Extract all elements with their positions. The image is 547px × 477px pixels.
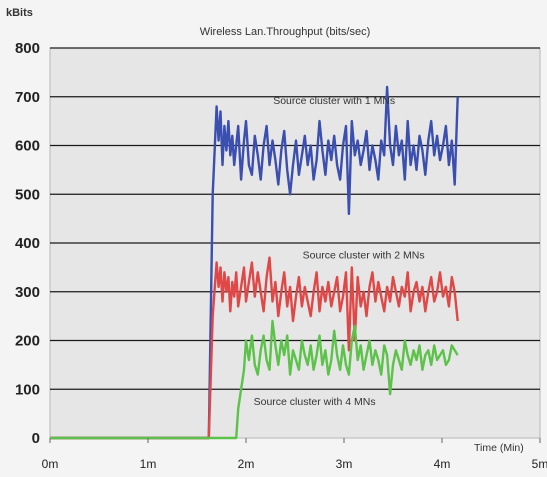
series-label: Source cluster with 1 MNs xyxy=(273,95,395,107)
series-label: Source cluster with 2 MNs xyxy=(303,250,425,262)
y-axis-label: kBits xyxy=(6,7,33,19)
series-labels: Source cluster with 1 MNs Source cluster … xyxy=(254,95,425,408)
y-tick-label: 800 xyxy=(15,40,40,57)
series-layer xyxy=(50,85,459,440)
series-line-2 xyxy=(50,256,459,440)
x-tick-label: 3m xyxy=(336,457,353,471)
series-label: Source cluster with 4 MNs xyxy=(254,396,376,408)
x-tick-label: 2m xyxy=(238,457,255,471)
y-tick-label: 500 xyxy=(15,186,40,203)
y-tick-label: 600 xyxy=(15,138,40,155)
chart-title: Wireless Lan.Throughput (bits/sec) xyxy=(200,26,371,38)
y-tick-label: 400 xyxy=(15,235,40,252)
y-tick-label: 300 xyxy=(15,284,40,301)
series-line-1 xyxy=(50,85,459,440)
y-tick-label: 700 xyxy=(15,89,40,106)
x-tick-label: 1m xyxy=(140,457,157,471)
x-tick-label: 4m xyxy=(434,457,451,471)
y-axis-ticks: 0 100 200 300 400 500 600 700 800 xyxy=(15,40,40,447)
x-tick-label: 5m xyxy=(532,457,547,471)
x-axis-ticks: 0m 1m 2m 3m 4m 5m xyxy=(42,438,547,471)
x-axis-label: Time (Min) xyxy=(474,442,524,454)
y-tick-label: 100 xyxy=(15,381,40,398)
series-line-3 xyxy=(50,319,459,440)
y-tick-label: 0 xyxy=(32,430,40,447)
y-tick-label: 200 xyxy=(15,333,40,350)
x-tick-label: 0m xyxy=(42,457,59,471)
